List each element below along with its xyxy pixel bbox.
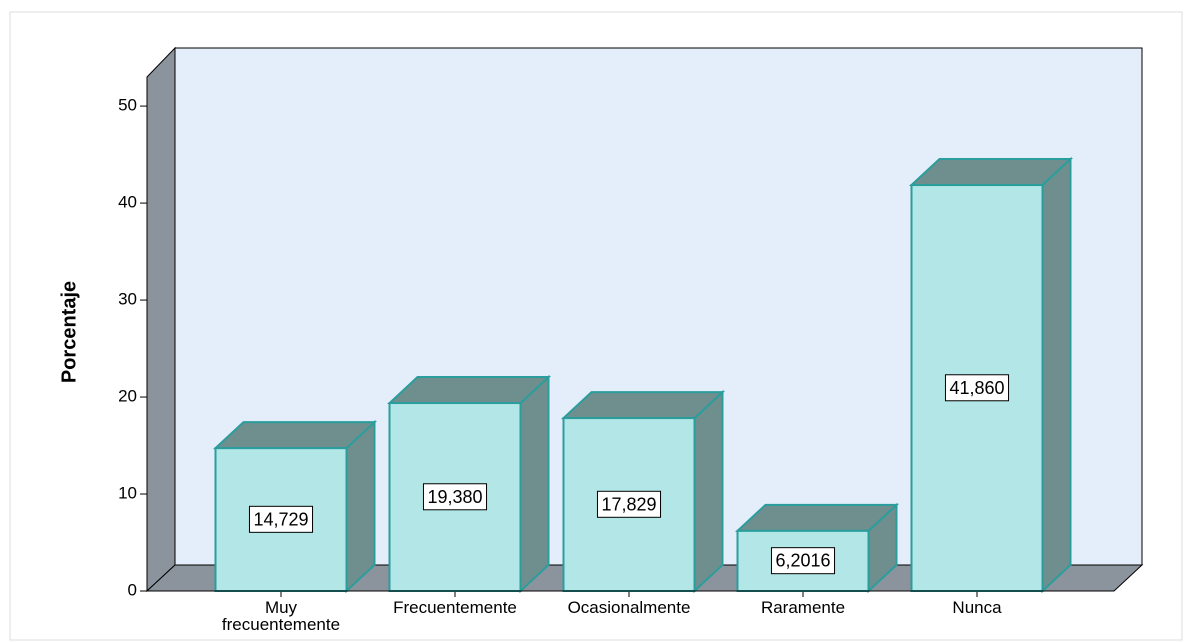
value-label: 19,380 bbox=[427, 487, 482, 507]
y-axis-title: Porcentaje bbox=[58, 281, 80, 383]
bar-side bbox=[345, 419, 376, 594]
x-tick-label-box: Muy frecuentemente bbox=[221, 599, 341, 634]
value-label: 41,860 bbox=[949, 378, 1004, 398]
x-tick-label: Ocasionalmente bbox=[567, 599, 691, 617]
bar-top bbox=[560, 391, 726, 420]
value-label-box bbox=[770, 547, 836, 575]
bar-top bbox=[908, 158, 1074, 187]
value-label: 14,729 bbox=[253, 509, 308, 529]
bar-top bbox=[212, 421, 378, 450]
value-label: 6,2016 bbox=[775, 551, 830, 571]
x-tick-label-box: Frecuentemente bbox=[393, 599, 517, 617]
bar-top bbox=[386, 376, 552, 405]
y-tick-label: 40 bbox=[118, 193, 137, 212]
bar-side bbox=[1041, 156, 1072, 594]
y-tick-label: 0 bbox=[128, 580, 137, 599]
bar-side bbox=[519, 374, 550, 594]
y-tick-label: 30 bbox=[118, 290, 137, 309]
y-tick-label: 50 bbox=[118, 96, 137, 115]
bar-top bbox=[734, 503, 900, 532]
x-tick-label-box: Ocasionalmente bbox=[567, 599, 691, 617]
value-label-box bbox=[596, 490, 662, 518]
value-label-box bbox=[248, 505, 314, 533]
value-label-box bbox=[422, 483, 488, 511]
x-tick-label-box: Raramente bbox=[760, 599, 846, 617]
y-tick-label: 10 bbox=[118, 484, 137, 503]
x-tick-label: Nunca bbox=[952, 599, 1002, 617]
value-label: 17,829 bbox=[601, 494, 656, 514]
value-label-box bbox=[944, 374, 1010, 402]
left-wall bbox=[146, 46, 176, 593]
x-tick-label-box: Nunca bbox=[952, 599, 1002, 617]
x-tick-label: Frecuentemente bbox=[393, 599, 517, 617]
x-tick-label: Muy frecuentemente bbox=[221, 599, 341, 634]
x-tick-label: Raramente bbox=[760, 599, 846, 617]
bar-side bbox=[693, 389, 724, 594]
y-tick-label: 20 bbox=[118, 387, 137, 406]
